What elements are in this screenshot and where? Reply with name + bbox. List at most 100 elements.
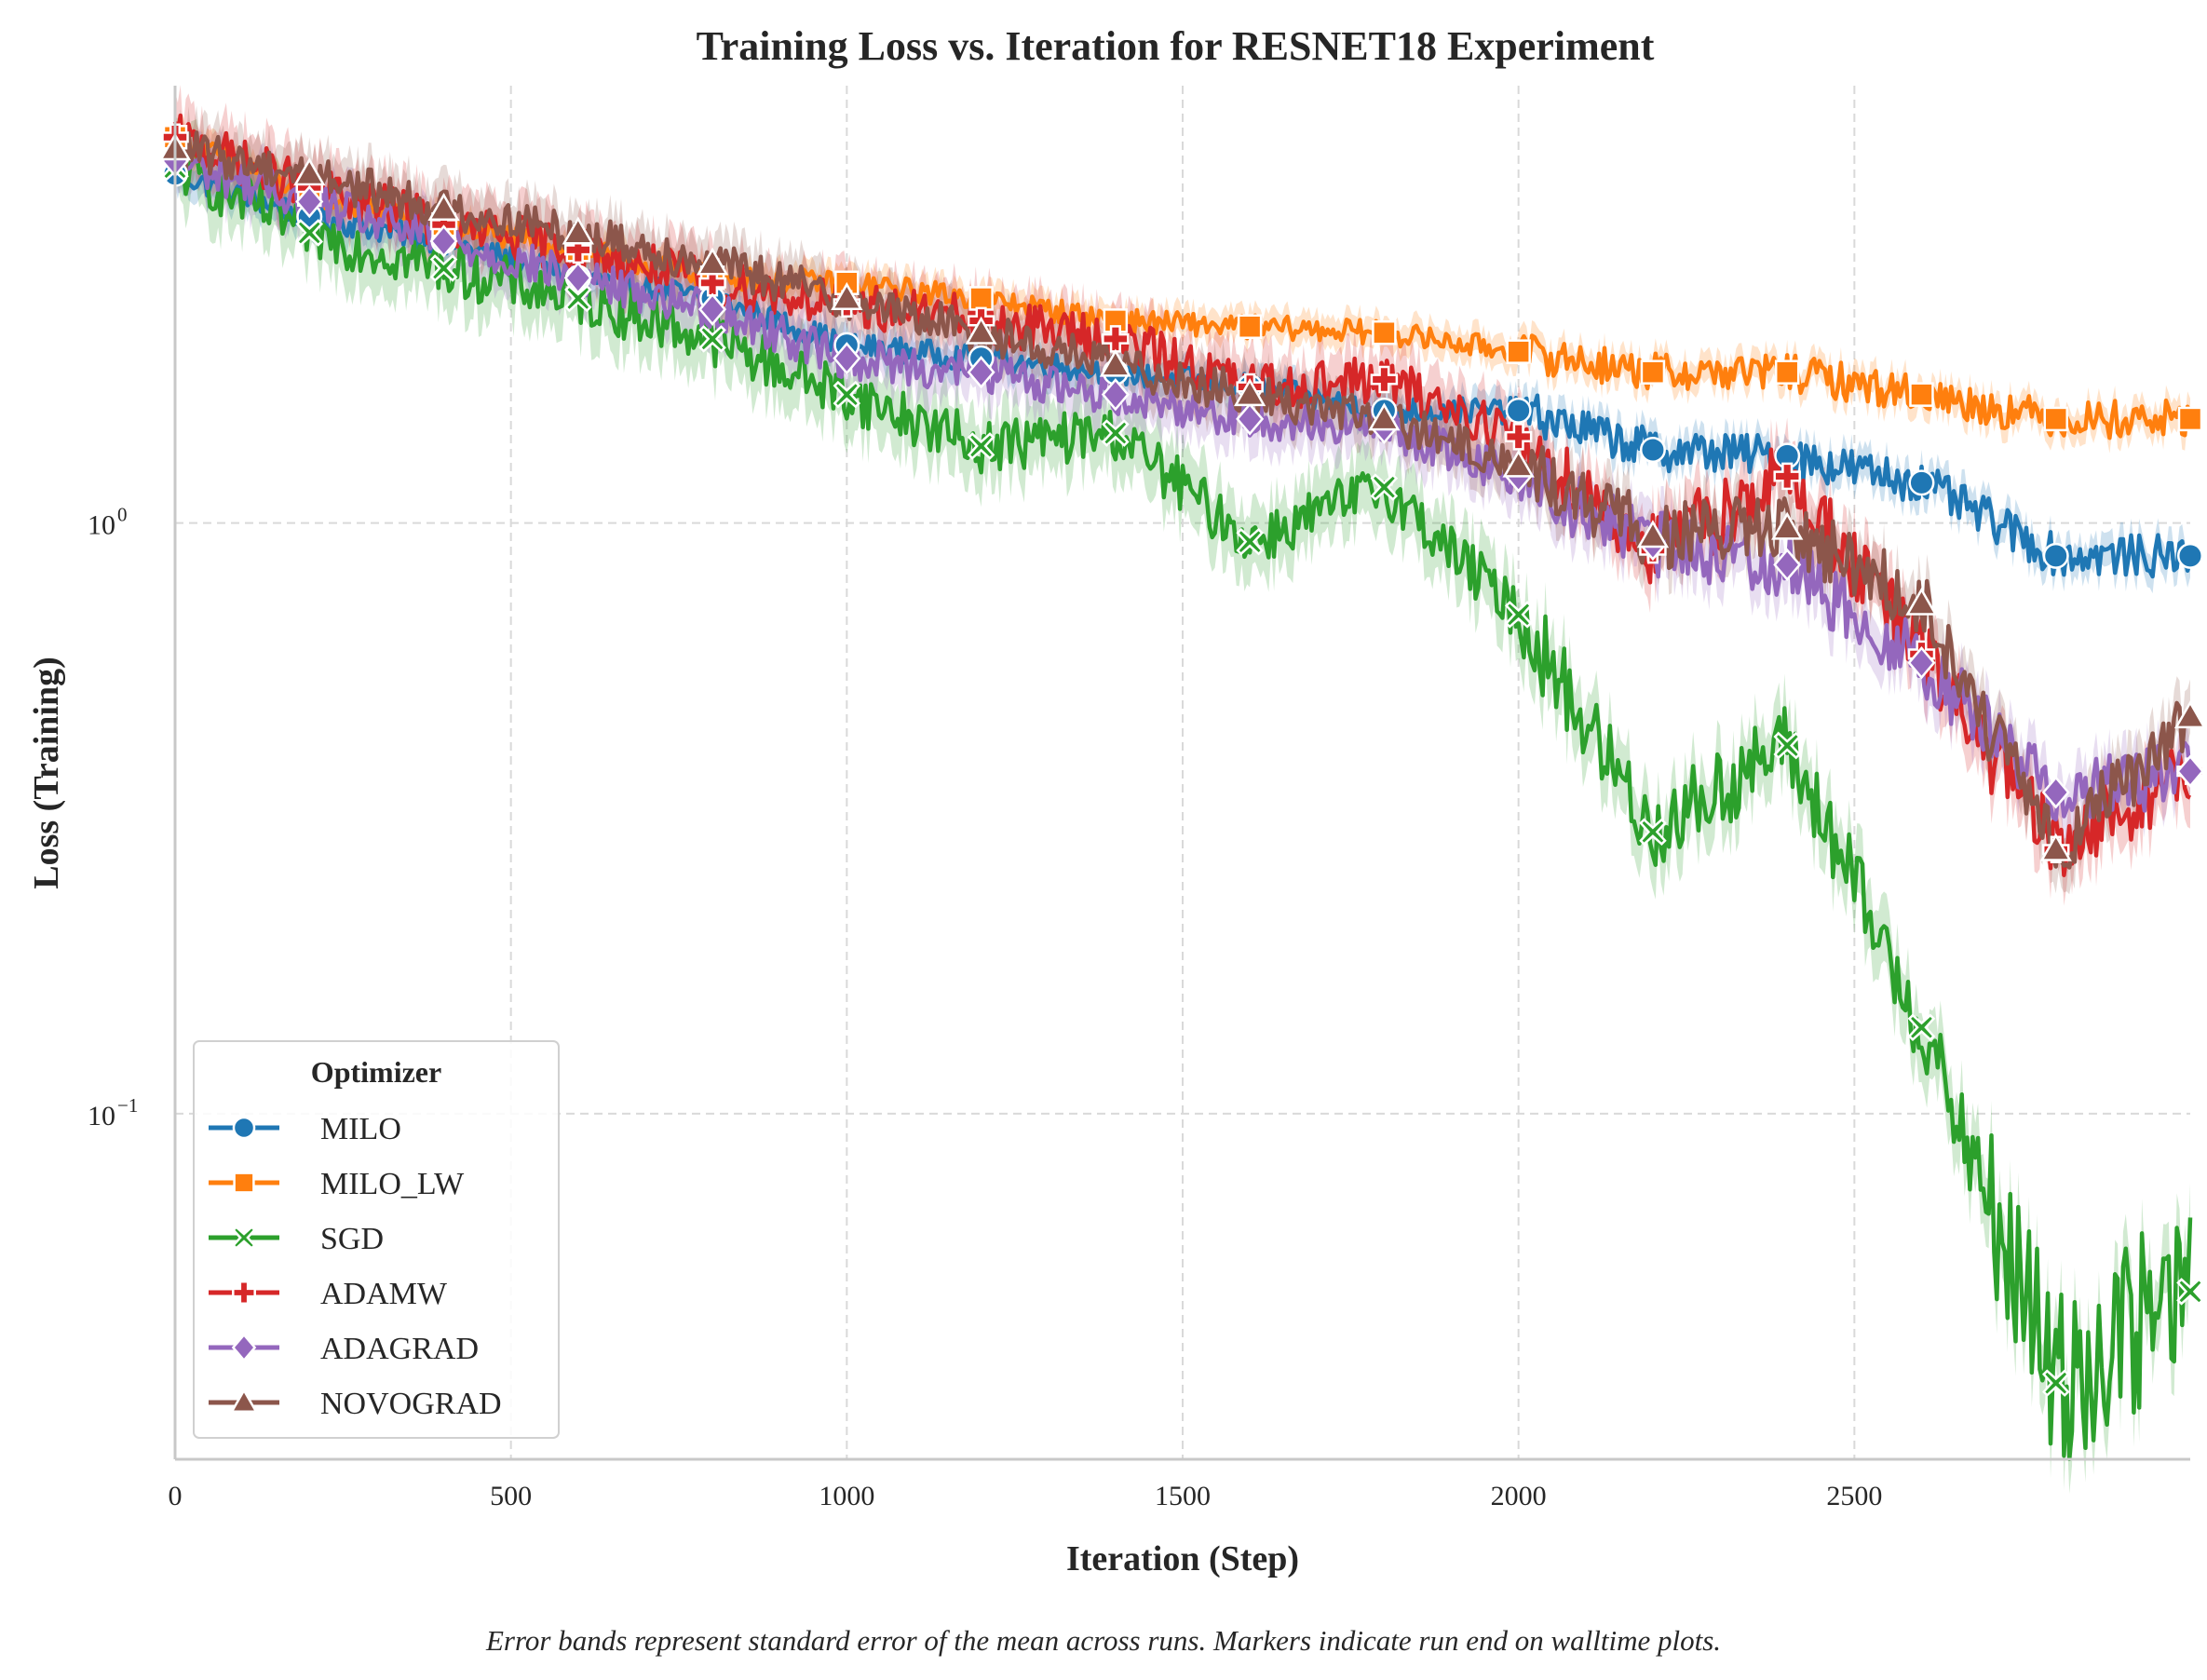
y-tick-label: 10 −1	[88, 1094, 138, 1131]
legend-item: ADAMW	[209, 1277, 448, 1311]
legend-label: SGD	[320, 1222, 384, 1256]
marker-milo_lw	[1909, 382, 1934, 407]
x-tick-label: 500	[490, 1481, 532, 1511]
y-axis-label: Loss (Training)	[27, 657, 66, 889]
marker-milo_lw	[1506, 339, 1531, 364]
marker-novograd	[1905, 587, 1938, 616]
legend-item: MILO_LW	[209, 1167, 465, 1201]
marker-novograd	[427, 192, 460, 221]
marker-adagrad	[295, 184, 324, 219]
legend-label: ADAMW	[320, 1277, 448, 1311]
marker-adamw	[1370, 365, 1399, 394]
marker-adamw	[1102, 325, 1130, 353]
marker-adamw	[1504, 423, 1533, 451]
x-tick-label: 2000	[1491, 1481, 1547, 1511]
legend-label: MILO_LW	[320, 1167, 465, 1201]
marker-sgd	[2041, 1369, 2070, 1397]
marker-adagrad	[1101, 377, 1130, 412]
axes	[173, 86, 2190, 1461]
marker-novograd	[1502, 449, 1535, 478]
marker-sgd	[1773, 731, 1802, 760]
marker-adagrad	[2041, 776, 2070, 809]
error-band-novograd	[175, 105, 2190, 895]
marker-novograd	[1368, 402, 1401, 431]
legend-swatch-marker	[232, 1116, 256, 1140]
series-line-adamw	[172, 113, 2192, 877]
marker-sgd	[1504, 601, 1533, 629]
series-markers	[158, 123, 2207, 1397]
y-tick-base: 10	[88, 1101, 115, 1131]
y-tick-label: 10 0	[88, 504, 128, 541]
x-tick-label: 1500	[1155, 1481, 1211, 1511]
legend-swatch-marker	[232, 1280, 256, 1305]
marker-sgd	[1639, 818, 1667, 847]
marker-sgd	[2176, 1278, 2204, 1306]
legend: Optimizer MILO MILO_LW SGD ADAMW ADAGRAD NOVO…	[193, 1040, 560, 1439]
marker-milo_lw	[1237, 314, 1263, 339]
y-tick-base: 10	[88, 510, 115, 541]
marker-adagrad	[1236, 402, 1265, 436]
marker-adagrad	[967, 356, 995, 389]
series-lines	[172, 113, 2193, 1462]
marker-milo_lw	[2177, 406, 2203, 432]
marker-novograd	[2173, 700, 2207, 729]
marker-novograd	[1771, 511, 1804, 540]
legend-swatch-marker	[233, 1172, 255, 1194]
marker-adamw	[698, 268, 726, 297]
marker-sgd	[295, 219, 324, 247]
marker-novograd	[965, 316, 997, 345]
legend-swatch-marker	[229, 1388, 259, 1413]
legend-box	[193, 1040, 560, 1439]
marker-sgd	[833, 380, 861, 409]
marker-novograd	[2039, 833, 2072, 861]
marker-adagrad	[1907, 645, 1936, 680]
marker-milo_lw	[968, 286, 994, 311]
marker-milo	[2042, 542, 2069, 569]
marker-sgd	[429, 254, 458, 282]
marker-milo	[1505, 397, 1532, 424]
marker-adagrad	[563, 261, 592, 295]
marker-sgd	[564, 284, 592, 313]
legend-items: MILO MILO_LW SGD ADAMW ADAGRAD NOVOGRAD	[209, 1112, 502, 1421]
legend-item: MILO	[209, 1112, 401, 1146]
marker-adagrad	[833, 342, 861, 375]
x-tick-label: 0	[169, 1481, 183, 1511]
error-band-sgd	[175, 117, 2190, 1494]
legend-item: NOVOGRAD	[209, 1387, 502, 1421]
marker-adagrad	[2175, 754, 2205, 788]
marker-novograd	[562, 216, 594, 245]
marker-sgd	[1102, 419, 1130, 447]
marker-sgd	[1370, 473, 1399, 501]
error-band-adamw	[175, 85, 2190, 906]
marker-novograd	[1099, 348, 1132, 377]
legend-item: SGD	[209, 1222, 384, 1256]
marker-sgd	[1236, 527, 1264, 556]
legend-item: ADAGRAD	[209, 1332, 479, 1366]
marker-sgd	[1907, 1013, 1936, 1042]
marker-sgd	[967, 432, 995, 460]
legend-swatch-marker	[231, 1333, 257, 1362]
legend-swatch-marker	[231, 1225, 257, 1251]
chart-title: Training Loss vs. Iteration for RESNET18…	[697, 23, 1655, 69]
legend-label: MILO	[320, 1112, 401, 1146]
marker-milo_lw	[1774, 359, 1800, 385]
marker-novograd	[831, 281, 863, 310]
series-line-novograd	[172, 130, 2193, 870]
marker-milo_lw	[2043, 406, 2068, 432]
marker-milo	[1639, 437, 1666, 464]
x-tick-label: 2500	[1826, 1481, 1882, 1511]
marker-novograd	[1636, 520, 1670, 549]
legend-title: Optimizer	[311, 1055, 441, 1089]
marker-novograd	[696, 247, 729, 276]
marker-novograd	[293, 157, 326, 186]
series-line-sgd	[174, 149, 2193, 1462]
marker-sgd	[698, 325, 726, 353]
chart-caption: Error bands represent standard error of …	[485, 1624, 1721, 1657]
marker-milo_lw	[1372, 319, 1397, 345]
series-line-adagrad	[172, 145, 2193, 822]
y-tick-exponent: 0	[117, 504, 128, 526]
marker-milo	[1908, 469, 1935, 496]
x-axis-label: Iteration (Step)	[1066, 1539, 1299, 1578]
